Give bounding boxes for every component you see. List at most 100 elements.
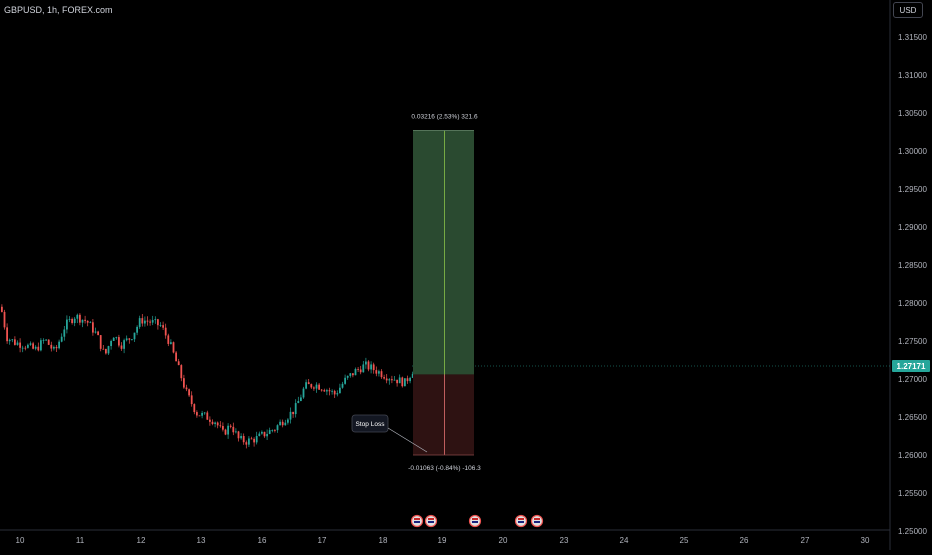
- candle-body: [99, 335, 102, 349]
- candle-body: [175, 352, 177, 362]
- candle-body: [144, 320, 146, 324]
- time-tick-label: 11: [76, 536, 85, 545]
- time-tick-label: 26: [740, 536, 749, 545]
- price-tick-label: 1.29000: [898, 223, 927, 232]
- candle-body: [60, 336, 63, 342]
- flag-us-icon[interactable]: [530, 514, 544, 528]
- candle-body: [253, 438, 255, 443]
- candle-body: [357, 368, 359, 370]
- candle-body: [227, 425, 229, 435]
- candle-body: [164, 327, 167, 336]
- candle-body: [118, 337, 120, 346]
- candle-body: [73, 318, 76, 324]
- candle-body: [354, 368, 357, 376]
- flag-uk-icon[interactable]: [410, 514, 424, 528]
- candle-body: [94, 331, 97, 333]
- candle-body: [45, 339, 47, 341]
- candle-body: [110, 340, 112, 347]
- candle-body: [385, 378, 388, 381]
- price-tick-label: 1.25500: [898, 489, 927, 498]
- loss-zone[interactable]: [413, 374, 474, 455]
- candle-body: [263, 431, 266, 437]
- economic-events[interactable]: [410, 514, 544, 528]
- candle-body: [112, 337, 115, 341]
- currency-button[interactable]: USD: [893, 2, 923, 18]
- price-tick-label: 1.31000: [898, 71, 927, 80]
- candle-body: [214, 422, 216, 424]
- candle-body: [102, 348, 105, 350]
- candle-body: [196, 412, 198, 416]
- time-tick-label: 16: [258, 536, 267, 545]
- candle-body: [24, 347, 27, 349]
- price-tick-label: 1.27500: [898, 337, 927, 346]
- candle-body: [50, 344, 53, 349]
- price-tick-label: 1.30000: [898, 147, 927, 156]
- candle-body: [287, 419, 289, 423]
- candles: [1, 304, 890, 449]
- candle-body: [245, 442, 248, 445]
- candle-body: [370, 364, 372, 370]
- candle-body: [297, 401, 300, 404]
- candle-body: [141, 318, 144, 324]
- candle-body: [375, 370, 378, 374]
- candle-body: [235, 431, 237, 433]
- candle-body: [258, 433, 261, 437]
- time-tick-label: 24: [620, 536, 629, 545]
- profit-zone[interactable]: [413, 130, 474, 375]
- candle-body: [294, 403, 297, 415]
- long-position-tool[interactable]: 0.03216 (2.53%) 321.6 -0.01063 (-0.84%) …: [351, 113, 481, 472]
- candle-body: [84, 319, 86, 321]
- candle-body: [131, 339, 133, 341]
- candle-body: [76, 314, 79, 319]
- candle-body: [27, 344, 29, 348]
- candle-body: [138, 318, 141, 327]
- candle-body: [380, 371, 383, 378]
- candle-body: [37, 346, 40, 351]
- stop-loss-tag[interactable]: Stop Loss: [351, 414, 428, 453]
- candle-body: [404, 378, 406, 387]
- candle-body: [237, 431, 240, 439]
- candle-body: [219, 425, 222, 427]
- candle-body: [313, 387, 315, 389]
- candle-body: [128, 338, 131, 340]
- candle-body: [344, 377, 346, 384]
- time-tick-label: 30: [861, 536, 870, 545]
- time-tick-label: 23: [560, 536, 569, 545]
- candle-body: [323, 390, 326, 392]
- candle-body: [79, 314, 81, 323]
- candle-body: [346, 375, 349, 378]
- candle-body: [190, 395, 193, 405]
- time-tick-label: 25: [680, 536, 689, 545]
- flag-eu-icon[interactable]: [468, 514, 482, 528]
- candle-body: [177, 361, 180, 366]
- price-tick-label: 1.28000: [898, 299, 927, 308]
- price-tick-label: 1.26000: [898, 451, 927, 460]
- candle-body: [154, 319, 157, 321]
- current-price-tag: 1.27171: [892, 360, 930, 373]
- flag-us-icon[interactable]: [424, 514, 438, 528]
- candle-body: [289, 411, 292, 420]
- candle-body: [211, 421, 214, 424]
- flag-uk-icon[interactable]: [514, 514, 528, 528]
- candle-body: [224, 429, 227, 435]
- candle-body: [47, 339, 50, 345]
- time-tick-label: 18: [379, 536, 388, 545]
- candle-body: [167, 335, 170, 344]
- candle-body: [16, 342, 19, 345]
- candle-body: [159, 325, 162, 326]
- time-tick-label: 13: [197, 536, 206, 545]
- time-axis-ticks: 10 11 12 13 16 17 18 19 20 23 24 25 26 27 30: [0, 529, 890, 545]
- candle-body: [292, 411, 294, 415]
- candle-body: [216, 422, 219, 426]
- candle-body: [305, 382, 307, 389]
- candle-body: [32, 343, 34, 349]
- candle-body: [396, 379, 398, 384]
- candle-body: [86, 320, 89, 323]
- stop-loss-tag-label: Stop Loss: [356, 421, 386, 428]
- candle-body: [146, 320, 149, 322]
- candle-body: [151, 320, 154, 323]
- candle-body: [320, 389, 323, 391]
- time-tick-label: 20: [499, 536, 508, 545]
